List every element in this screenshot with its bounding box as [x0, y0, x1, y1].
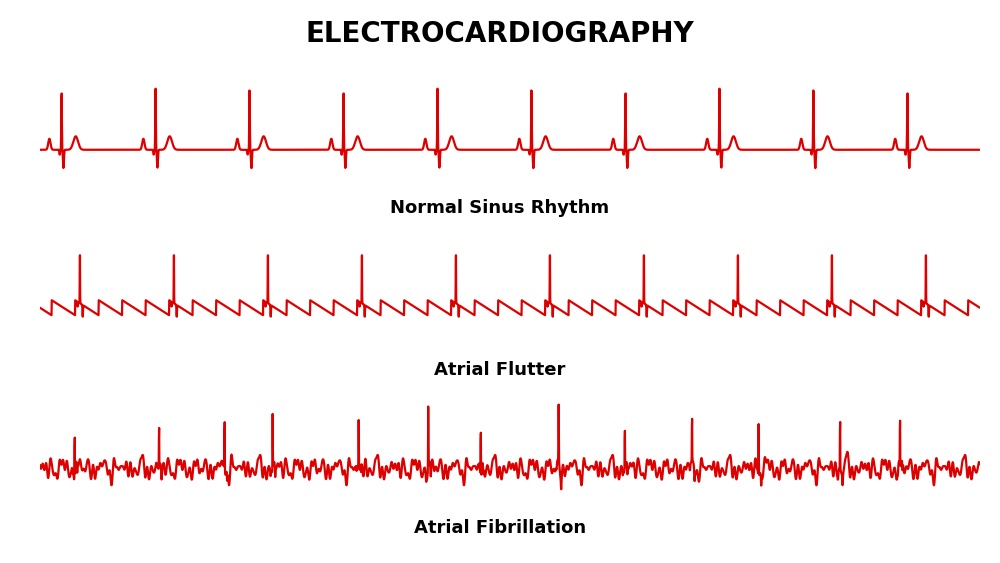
Text: Normal Sinus Rhythm: Normal Sinus Rhythm	[390, 199, 610, 217]
Text: Atrial Fibrillation: Atrial Fibrillation	[414, 519, 586, 537]
Text: ELECTROCARDIOGRAPHY: ELECTROCARDIOGRAPHY	[306, 20, 694, 48]
Text: Atrial Flutter: Atrial Flutter	[434, 361, 566, 379]
